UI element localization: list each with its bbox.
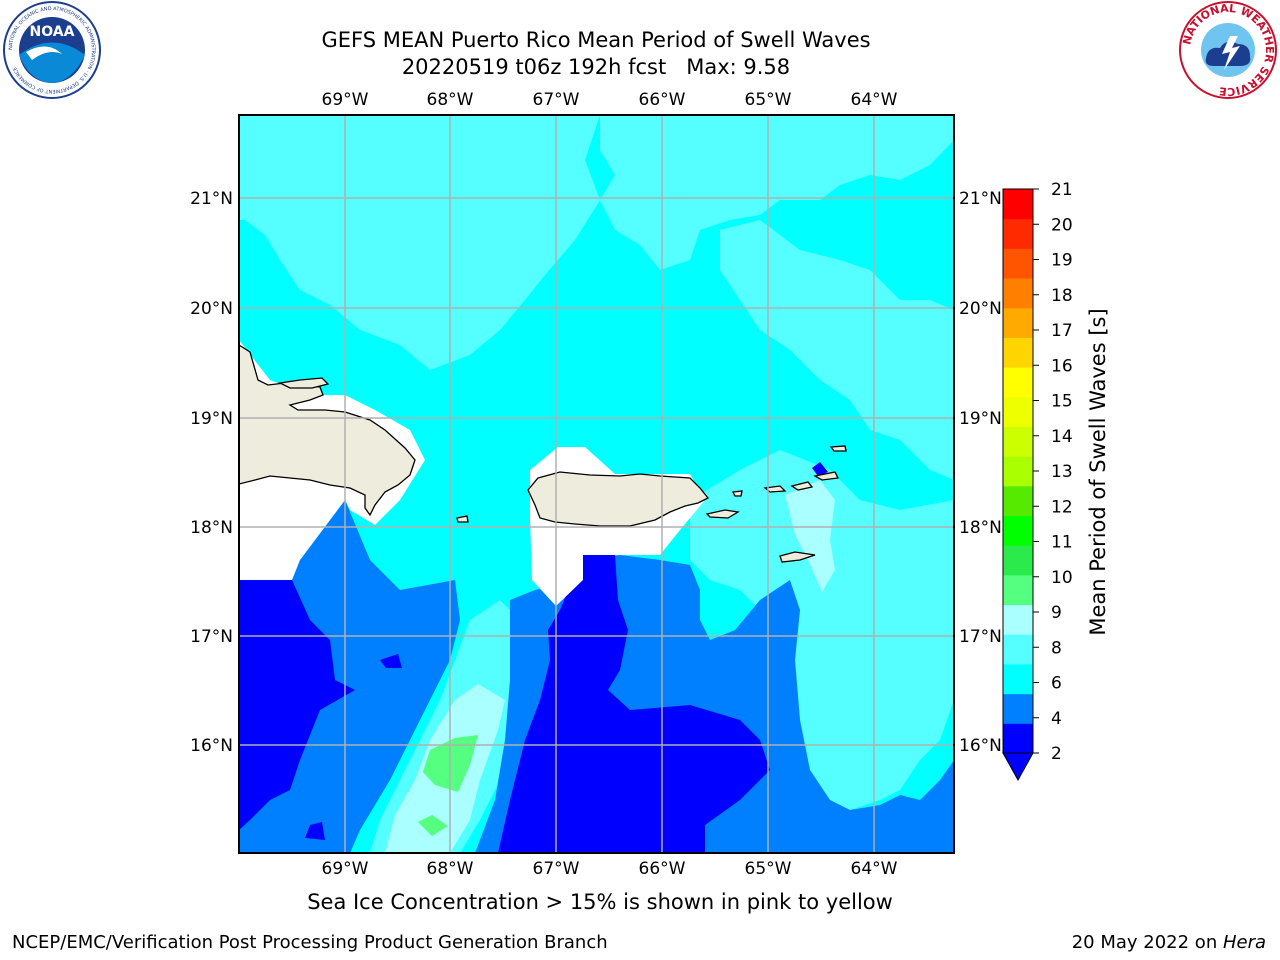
colorbar-tick-label: 2 <box>1051 744 1062 764</box>
mona-island <box>456 515 469 523</box>
lon-label: 67°W <box>533 859 580 879</box>
lon-label: 69°W <box>322 90 369 110</box>
colorbar-swatch <box>1003 337 1033 368</box>
lon-label: 65°W <box>745 90 792 110</box>
colorbar-swatch <box>1003 723 1033 754</box>
noaa-logo: NATIONAL OCEANIC AND ATMOSPHERIC ADMINIS… <box>3 1 101 99</box>
lat-label: 21°N <box>959 189 1002 209</box>
lat-label: 16°N <box>190 736 233 756</box>
colorbar <box>1002 188 1034 782</box>
map-frame <box>238 114 955 854</box>
footer-date-text: 20 May 2022 on <box>1071 932 1223 953</box>
colorbar-swatch <box>1003 604 1033 635</box>
lon-labels-bottom: 69°W 68°W 67°W 66°W 65°W 64°W <box>322 859 898 879</box>
colorbar-tick-label: 6 <box>1051 674 1062 694</box>
lat-label: 18°N <box>959 518 1002 538</box>
lon-label: 68°W <box>427 859 474 879</box>
colorbar-swatch <box>1003 426 1033 457</box>
colorbar-tick-label: 20 <box>1051 215 1073 235</box>
lon-label: 68°W <box>427 90 474 110</box>
colorbar-swatch <box>1003 456 1033 487</box>
lon-label: 65°W <box>745 859 792 879</box>
gridlines <box>239 115 954 853</box>
lat-label: 20°N <box>190 299 233 319</box>
lon-label: 66°W <box>639 859 686 879</box>
lon-label: 69°W <box>322 859 369 879</box>
colorbar-tick-label: 8 <box>1051 638 1062 658</box>
lat-label: 19°N <box>959 409 1002 429</box>
noaa-logo-text: NOAA <box>30 24 75 40</box>
colorbar-label: Mean Period of Swell Waves [s] <box>1086 308 1110 635</box>
lat-label: 21°N <box>190 189 233 209</box>
lon-labels-top: 69°W 68°W 67°W 66°W 65°W 64°W <box>322 90 898 110</box>
footer-machine: Hera <box>1222 932 1266 953</box>
colorbar-tick-label: 13 <box>1051 462 1073 482</box>
colorbar-swatch <box>1003 396 1033 427</box>
puerto-rico <box>527 471 710 527</box>
nws-logo: NATIONAL WEATHER SERVICE <box>1179 1 1277 99</box>
swell-band-6-8 <box>239 115 954 853</box>
map-area <box>239 115 954 853</box>
virgin-island <box>790 481 814 491</box>
lat-label: 17°N <box>190 627 233 647</box>
colorbar-tick-label: 10 <box>1051 568 1073 588</box>
swell-band-under-2 <box>239 462 828 853</box>
colorbar-tick-label: 11 <box>1051 533 1073 553</box>
colorbar-tick-label: 17 <box>1051 321 1073 341</box>
colorbar-tick-label: 21 <box>1051 180 1073 200</box>
chart-title: GEFS MEAN Puerto Rico Mean Period of Swe… <box>246 27 946 81</box>
sea-ice-caption: Sea Ice Concentration > 15% is shown in … <box>307 890 893 914</box>
colorbar-tick-label: 16 <box>1051 356 1073 376</box>
colorbar-swatch <box>1003 693 1033 724</box>
colorbar-swatch <box>1003 634 1033 665</box>
lon-label: 64°W <box>851 859 898 879</box>
colorbar-swatch <box>1003 367 1033 398</box>
culebra <box>732 490 743 497</box>
footer-credit: NCEP/EMC/Verification Post Processing Pr… <box>12 932 608 953</box>
st-croix <box>779 551 816 563</box>
colorbar-swatch <box>1003 485 1033 517</box>
colorbar-swatch <box>1003 248 1033 279</box>
colorbar-swatch <box>1003 663 1033 695</box>
lat-label: 18°N <box>190 518 233 538</box>
colorbar-swatch <box>1003 307 1033 338</box>
lat-label: 17°N <box>959 627 1002 647</box>
lon-label: 66°W <box>639 90 686 110</box>
colorbar-tick-label: 4 <box>1051 709 1062 729</box>
tortola <box>813 471 839 481</box>
lat-label: 19°N <box>190 409 233 429</box>
anegada <box>829 445 847 452</box>
colorbar-extension <box>1002 752 1034 782</box>
title-line-2: 20220519 t06z 192h fcst Max: 9.58 <box>401 55 791 79</box>
colorbar-swatch <box>1003 574 1033 606</box>
lat-label: 16°N <box>959 736 1002 756</box>
colorbar-tick-label: 19 <box>1051 251 1073 271</box>
footer-date: 20 May 2022 on Hera <box>1072 932 1266 953</box>
colorbar-swatch <box>1003 189 1033 220</box>
colorbar-tick-label: 9 <box>1051 603 1062 623</box>
lat-labels-right: 21°N 20°N 19°N 18°N 17°N 16°N <box>959 189 1002 756</box>
tortuga <box>277 377 330 389</box>
colorbar-tick-label: 15 <box>1051 392 1073 412</box>
lat-labels-left: 21°N 20°N 19°N 18°N 17°N 16°N <box>190 189 233 756</box>
lon-label: 67°W <box>533 90 580 110</box>
land <box>239 344 847 563</box>
vieques <box>705 509 740 519</box>
colorbar-ticks: 21 20 19 18 17 16 15 14 13 12 11 10 9 8 6 4 2 <box>1033 180 1073 764</box>
colorbar-swatch <box>1003 545 1033 576</box>
lon-label: 64°W <box>851 90 898 110</box>
colorbar-swatch <box>1003 278 1033 309</box>
colorbar-swatch <box>1003 515 1033 546</box>
colorbar-tick-label: 18 <box>1051 286 1073 306</box>
colorbar-tick-label: 12 <box>1051 497 1073 517</box>
lat-label: 20°N <box>959 299 1002 319</box>
title-line-1: GEFS MEAN Puerto Rico Mean Period of Swe… <box>321 28 871 52</box>
colorbar-swatch <box>1003 218 1033 249</box>
colorbar-tick-label: 14 <box>1051 427 1073 447</box>
